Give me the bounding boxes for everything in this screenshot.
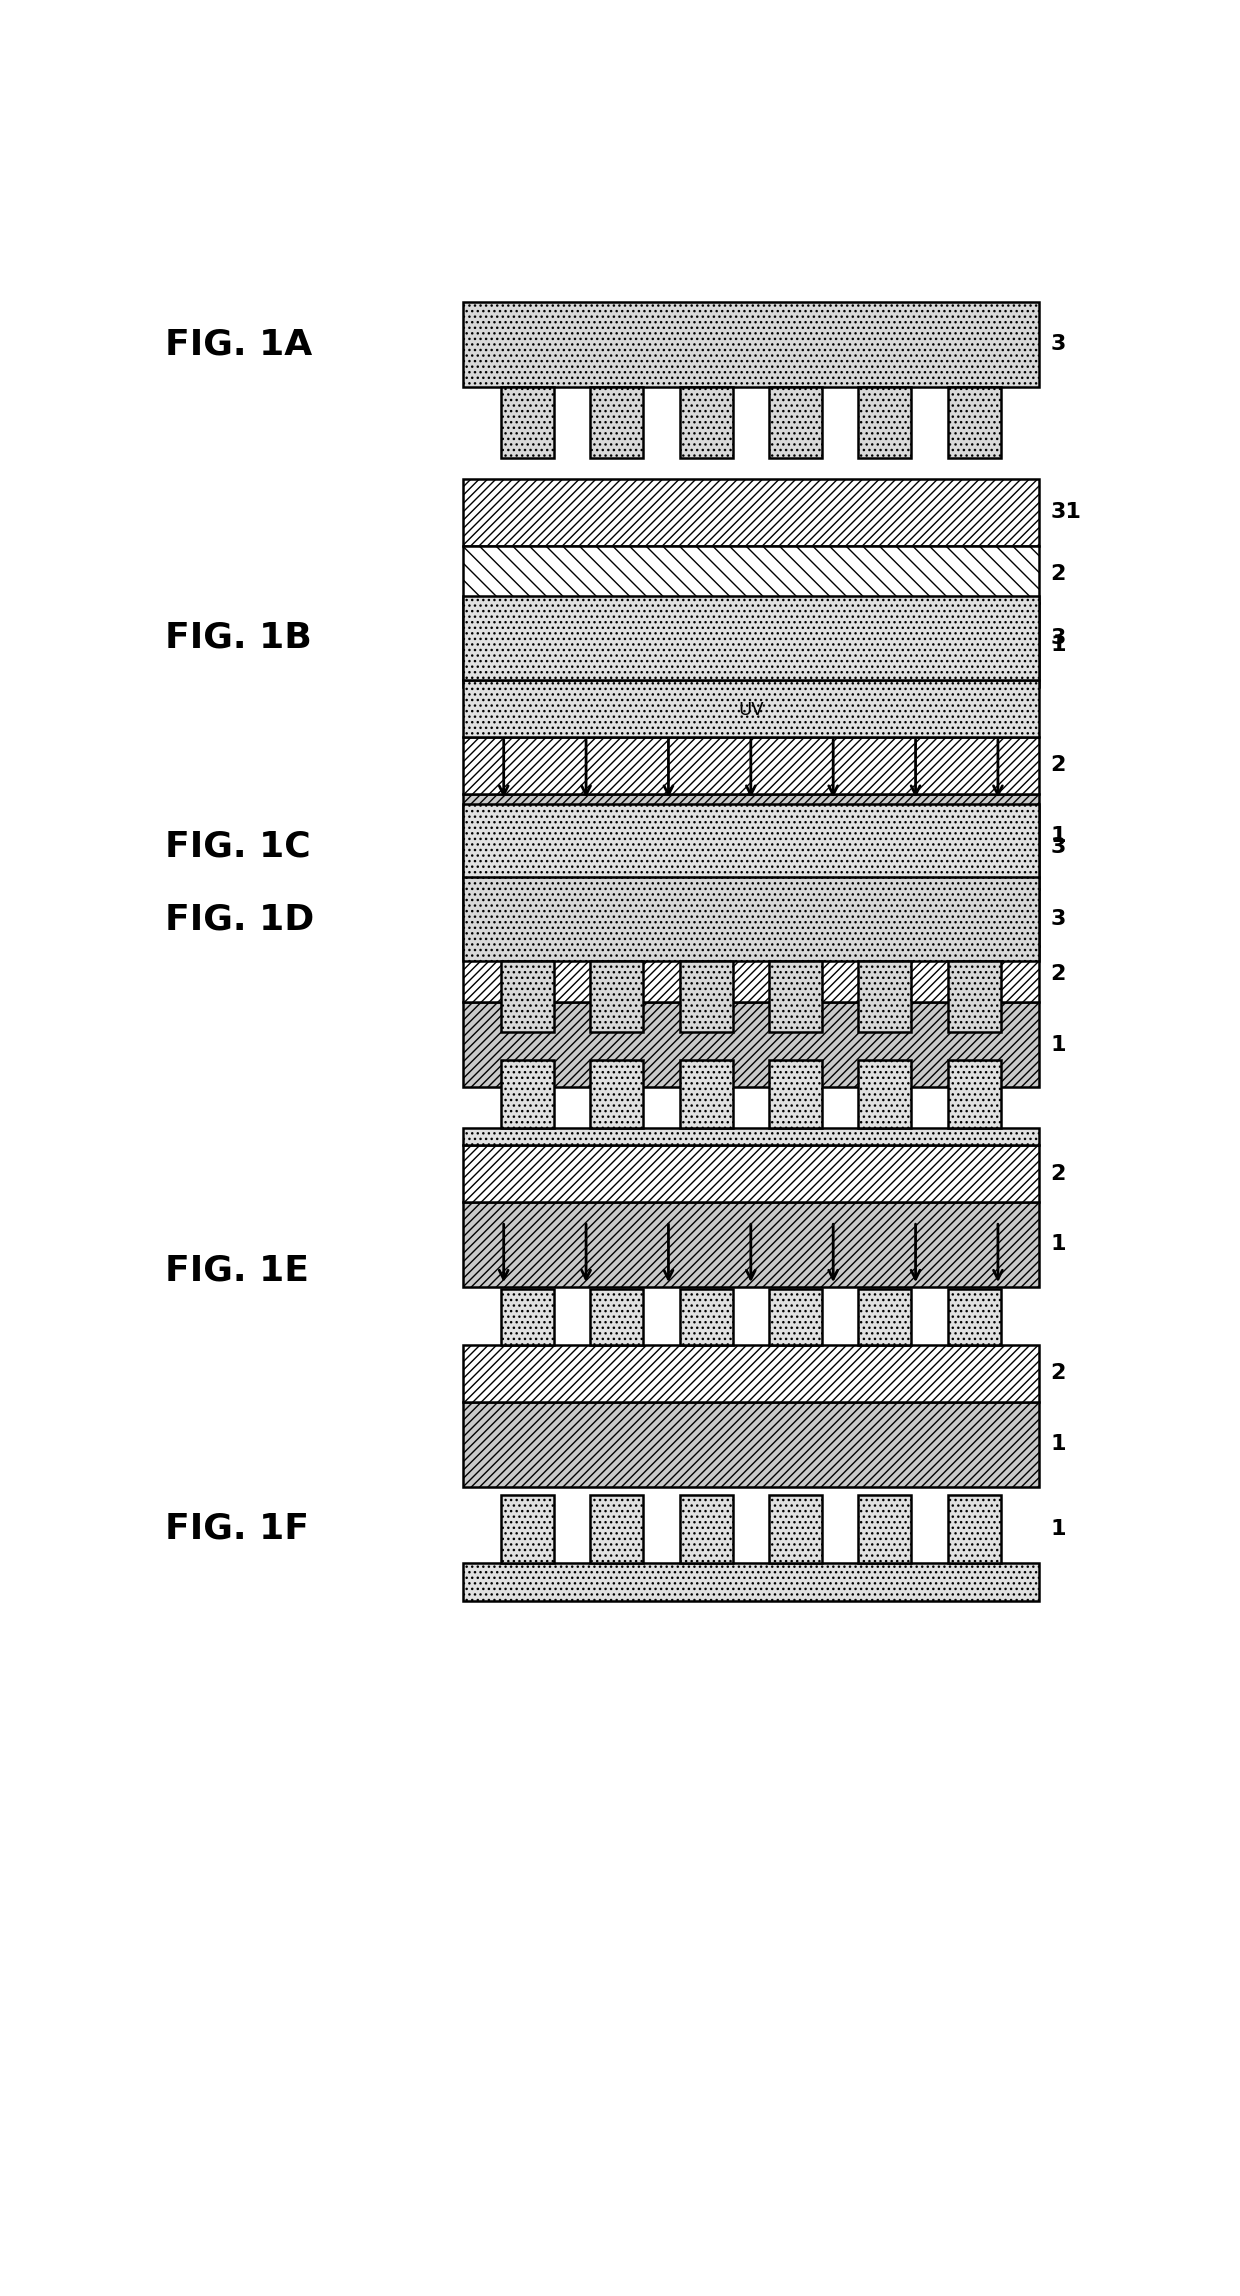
- Bar: [590, 1288, 644, 1345]
- Text: 1: 1: [1050, 827, 1066, 845]
- Bar: [858, 1288, 911, 1345]
- Bar: [463, 546, 1039, 602]
- Text: 2: 2: [1050, 565, 1066, 583]
- Bar: [947, 1288, 1001, 1345]
- Bar: [680, 388, 733, 457]
- Bar: [590, 1495, 644, 1564]
- Bar: [947, 1495, 1001, 1564]
- Text: FIG. 1C: FIG. 1C: [165, 829, 310, 863]
- Bar: [947, 388, 1001, 457]
- Bar: [590, 1061, 644, 1127]
- Bar: [463, 1564, 1039, 1603]
- Bar: [501, 1288, 554, 1345]
- Bar: [858, 388, 911, 457]
- Bar: [463, 794, 1039, 879]
- Text: 3: 3: [1050, 909, 1066, 930]
- Bar: [590, 962, 644, 1033]
- Bar: [463, 680, 1039, 737]
- Bar: [769, 962, 822, 1033]
- Bar: [463, 602, 1039, 687]
- Bar: [769, 388, 822, 457]
- Bar: [680, 1288, 733, 1345]
- Bar: [858, 1061, 911, 1127]
- Text: 1: 1: [1050, 1235, 1066, 1254]
- Bar: [501, 1495, 554, 1564]
- Bar: [463, 946, 1039, 1001]
- Text: UV: UV: [738, 700, 764, 719]
- Text: 3: 3: [1050, 335, 1066, 354]
- Text: 1: 1: [1050, 636, 1066, 654]
- Text: FIG. 1D: FIG. 1D: [165, 902, 314, 937]
- Text: FIG. 1E: FIG. 1E: [165, 1254, 309, 1288]
- Text: 1: 1: [1050, 1035, 1066, 1054]
- Bar: [501, 1061, 554, 1127]
- Bar: [463, 804, 1039, 889]
- Text: 2: 2: [1050, 1364, 1066, 1384]
- Text: 3: 3: [1050, 627, 1066, 647]
- Text: 2: 2: [1050, 1164, 1066, 1185]
- Bar: [501, 388, 554, 457]
- Text: 1: 1: [1050, 1435, 1066, 1453]
- Bar: [501, 962, 554, 1033]
- Bar: [463, 1345, 1039, 1401]
- Bar: [858, 1495, 911, 1564]
- Bar: [463, 1127, 1039, 1146]
- Bar: [858, 962, 911, 1033]
- Text: FIG. 1F: FIG. 1F: [165, 1513, 309, 1545]
- Bar: [463, 595, 1039, 680]
- Bar: [769, 1288, 822, 1345]
- Bar: [769, 1061, 822, 1127]
- Bar: [463, 889, 1039, 946]
- Bar: [463, 1201, 1039, 1286]
- Bar: [680, 962, 733, 1033]
- Text: 2: 2: [1050, 755, 1066, 776]
- Bar: [769, 1495, 822, 1564]
- Text: FIG. 1B: FIG. 1B: [165, 620, 311, 654]
- Bar: [463, 877, 1039, 962]
- Text: 31: 31: [1050, 503, 1081, 523]
- Bar: [680, 1495, 733, 1564]
- Bar: [463, 737, 1039, 794]
- Text: 2: 2: [1050, 964, 1066, 985]
- Text: FIG. 1A: FIG. 1A: [165, 328, 312, 360]
- Bar: [947, 1061, 1001, 1127]
- Bar: [590, 388, 644, 457]
- Bar: [463, 1001, 1039, 1086]
- Bar: [463, 480, 1039, 546]
- Text: 1: 1: [1050, 1520, 1066, 1538]
- Text: 3: 3: [1050, 836, 1066, 856]
- Bar: [947, 962, 1001, 1033]
- Bar: [463, 1146, 1039, 1201]
- Bar: [463, 1401, 1039, 1486]
- Bar: [680, 1061, 733, 1127]
- Bar: [463, 303, 1039, 388]
